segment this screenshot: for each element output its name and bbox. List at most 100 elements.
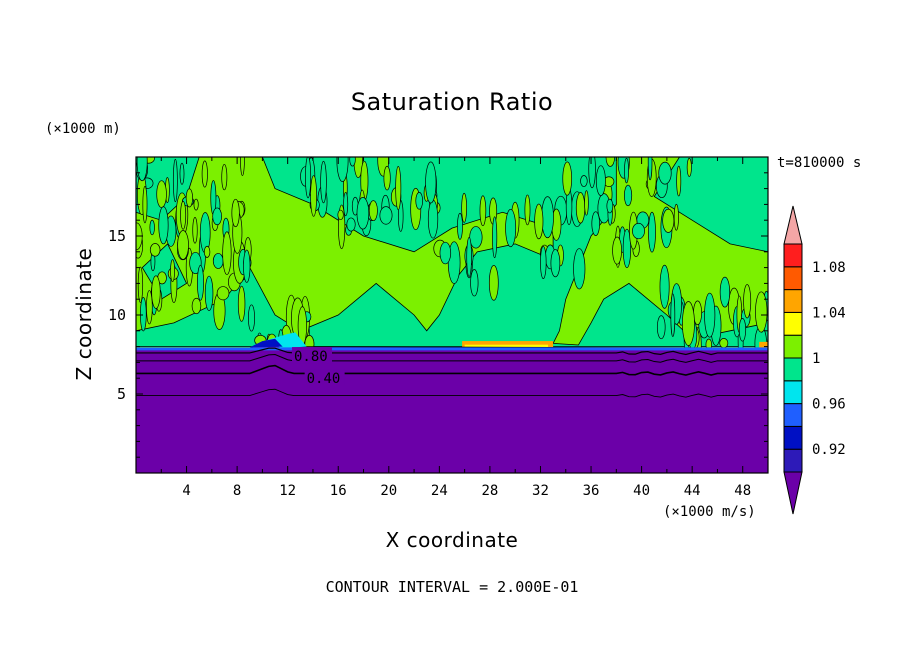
contour-cell	[612, 236, 622, 265]
contour-cell	[158, 206, 169, 245]
contour-cell	[379, 206, 393, 225]
contour-cell	[343, 191, 349, 217]
colorbar-arrow-top	[783, 205, 803, 245]
contour-cell	[524, 194, 531, 226]
contour-cell	[573, 248, 586, 290]
contour-cell	[534, 203, 544, 240]
contour-cell	[461, 192, 467, 223]
plot-area: 0.80 0.40	[136, 157, 768, 473]
contour-cell	[595, 165, 606, 196]
contour-line-040	[136, 364, 768, 376]
contour-cell	[658, 161, 672, 185]
contour-cell	[647, 157, 653, 181]
colorbar-box	[783, 289, 803, 313]
contour-cell	[240, 157, 245, 176]
contour-cell	[310, 175, 317, 217]
contour-cell	[172, 158, 178, 203]
x-tick-label: 48	[734, 483, 751, 499]
contour-cell	[662, 208, 675, 233]
green-region-right	[653, 157, 768, 253]
contour-cell	[221, 163, 228, 191]
x-tick-label: 20	[380, 483, 397, 499]
contour-cell	[149, 243, 161, 257]
contour-cell	[575, 192, 586, 224]
contour-cell	[237, 285, 246, 322]
contour-line	[136, 388, 768, 398]
x-tick-label: 4	[182, 483, 190, 499]
contour-cell	[146, 290, 153, 325]
x-tick-label: 40	[633, 483, 650, 499]
x-tick-label: 16	[330, 483, 347, 499]
contour-cell	[248, 304, 255, 332]
contour-cell	[222, 231, 232, 275]
contour-cell	[136, 157, 148, 182]
colorbar-label: 0.92	[812, 442, 846, 458]
contour-cell	[395, 166, 402, 211]
contour-cell	[541, 196, 554, 239]
contour-cell	[179, 162, 185, 185]
contour-cell	[177, 230, 189, 260]
colorbar-box	[783, 357, 803, 382]
contour-cell	[349, 157, 356, 167]
contour-cell	[469, 226, 483, 249]
contour-cell	[591, 211, 600, 236]
contour-cell	[185, 188, 194, 208]
y-axis-units: (×1000 m)	[45, 121, 121, 137]
y-tick-label: 10	[108, 306, 126, 324]
colorbar-box	[783, 380, 803, 405]
contour-cell	[383, 165, 391, 191]
contour-cell	[356, 197, 370, 230]
contour-cell	[204, 275, 214, 311]
contour-cell	[466, 236, 472, 277]
colorbar-box	[783, 311, 803, 336]
x-tick-label: 12	[279, 483, 296, 499]
colorbar-label: 1.08	[812, 260, 846, 276]
contour-cell	[336, 157, 349, 182]
contour-cell	[203, 245, 211, 258]
colorbar-box	[783, 448, 803, 473]
colorbar-box	[783, 403, 803, 427]
colorbar-box	[783, 334, 803, 359]
contour-cell	[673, 203, 679, 231]
contour-cell	[151, 275, 161, 309]
x-axis-label: X coordinate	[385, 528, 519, 552]
contour-line	[136, 353, 768, 363]
contour-cell	[488, 265, 499, 301]
colorbar-label: 1.04	[812, 305, 846, 321]
contour-cell	[180, 200, 187, 230]
x-tick-label: 28	[481, 483, 498, 499]
contour-cell	[704, 292, 716, 338]
contour-cell	[670, 293, 676, 337]
x-tick-label: 32	[532, 483, 549, 499]
contour-cell	[170, 259, 176, 283]
chart-title: Saturation Ratio	[350, 88, 554, 116]
contour-cell	[719, 338, 729, 349]
supersaturated-band-inner	[464, 344, 549, 348]
colorbar-box	[783, 243, 803, 268]
contour-label-bg	[304, 369, 345, 386]
contour-cell	[686, 157, 692, 177]
contour-cell	[470, 269, 479, 297]
y-tick-label: 5	[117, 385, 126, 403]
contour-cell	[193, 198, 199, 211]
dark-blue-fringe	[249, 338, 283, 348]
contour-cell	[137, 266, 144, 303]
contour-cell	[212, 207, 222, 226]
contour-cell	[623, 184, 633, 207]
contour-cell	[632, 222, 645, 240]
contour-cell	[648, 211, 656, 253]
y-tick-label: 15	[108, 227, 126, 245]
contour-cell	[492, 216, 498, 259]
contour-cell	[337, 209, 344, 221]
contour-cell	[676, 165, 682, 197]
contour-cell	[425, 161, 437, 204]
contour-cell	[738, 318, 747, 342]
contour-cell	[243, 249, 251, 283]
contour-cell	[368, 200, 378, 222]
contour-cell	[606, 198, 614, 214]
contour-label: 0.80	[294, 349, 328, 365]
x-tick-label: 36	[583, 483, 600, 499]
contour-cell	[191, 297, 202, 315]
contour-cell	[427, 199, 439, 239]
